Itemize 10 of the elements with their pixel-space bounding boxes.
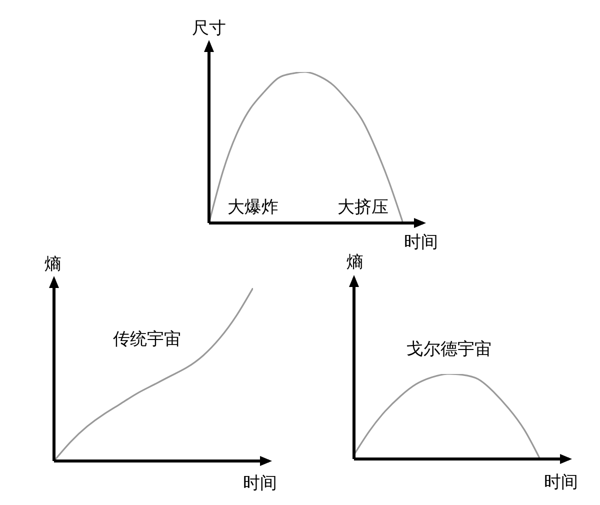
x-axis-title: 时间 xyxy=(243,474,277,494)
y-axis-title: 熵 xyxy=(346,252,364,272)
x-axis-title: 时间 xyxy=(544,472,578,492)
y-axis-title: 熵 xyxy=(44,254,62,274)
x-axis-title: 时间 xyxy=(404,232,438,252)
annotation: 大挤压 xyxy=(338,198,388,218)
annotation: 大爆炸 xyxy=(228,198,278,218)
series-label: 戈尔德宇宙 xyxy=(406,340,492,360)
series-label: 传统宇宙 xyxy=(113,330,181,350)
y-axis-title: 尺寸 xyxy=(192,18,226,38)
